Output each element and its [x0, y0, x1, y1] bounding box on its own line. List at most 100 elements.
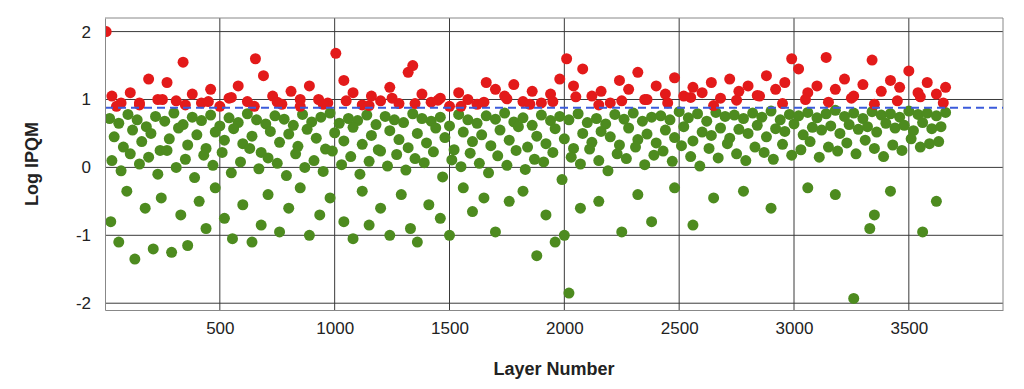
- y-tick: -2: [76, 294, 105, 313]
- scatter-point: [196, 115, 207, 126]
- scatter-point: [839, 74, 850, 85]
- scatter-point: [364, 220, 375, 231]
- scatter-point: [244, 143, 255, 154]
- scatter-point: [180, 154, 191, 165]
- reference-line: [105, 107, 1003, 109]
- scatter-point: [899, 120, 910, 131]
- scatter-point: [687, 220, 698, 231]
- scatter-point: [205, 110, 216, 121]
- plot-frame: [105, 18, 1003, 310]
- chart: 500100015002000250030003500-2-1012Layer …: [0, 0, 1024, 389]
- scatter-point: [768, 154, 779, 165]
- scatter-point: [867, 55, 878, 66]
- scatter-point: [713, 152, 724, 163]
- scatter-point: [178, 57, 189, 68]
- scatter-point: [182, 240, 193, 251]
- scatter-point: [348, 122, 359, 133]
- scatter-point: [848, 293, 859, 304]
- scatter-point: [485, 140, 496, 151]
- scatter-point: [435, 112, 446, 123]
- scatter-point: [577, 128, 588, 139]
- x-axis: 500100015002000250030003500: [106, 310, 1004, 338]
- scatter-point: [566, 152, 577, 163]
- scatter-point: [623, 123, 634, 134]
- x-tick-label: 1000: [316, 319, 354, 338]
- scatter-point: [940, 82, 951, 93]
- scatter-point: [375, 95, 386, 106]
- scatter-point: [851, 148, 862, 159]
- scatter-point: [669, 72, 680, 83]
- scatter-point: [563, 288, 574, 299]
- scatter-point: [490, 226, 501, 237]
- y-tick: 2: [82, 23, 105, 42]
- scatter-point: [531, 131, 542, 142]
- scatter-point: [789, 118, 800, 129]
- y-tick-label: 1: [82, 90, 91, 109]
- scatter-point: [706, 130, 717, 141]
- scatter-point: [508, 79, 519, 90]
- x-grid-line: [679, 18, 680, 310]
- scatter-point: [557, 174, 568, 185]
- scatter-point: [554, 74, 565, 85]
- scatter-point: [467, 136, 478, 147]
- scatter-point: [304, 230, 315, 241]
- scatter-point: [156, 192, 167, 203]
- scatter-point: [111, 101, 122, 112]
- scatter-point: [341, 95, 352, 106]
- scatter-point: [704, 143, 715, 154]
- scatter-point: [697, 87, 708, 98]
- scatter-point: [299, 162, 310, 173]
- scatter-point: [848, 108, 859, 119]
- x-tick-label: 3000: [776, 319, 814, 338]
- scatter-point: [228, 123, 239, 134]
- scatter-point: [136, 136, 147, 147]
- scatter-point: [127, 125, 138, 136]
- scatter-point: [226, 167, 237, 178]
- scatter-point: [878, 151, 889, 162]
- scatter-point: [903, 65, 914, 76]
- scatter-point: [250, 53, 261, 64]
- scatter-point: [129, 254, 140, 265]
- scatter-point: [281, 170, 292, 181]
- scatter-point: [667, 156, 678, 167]
- scatter-point: [180, 99, 191, 110]
- scatter-point: [743, 128, 754, 139]
- scatter-point: [246, 237, 257, 248]
- scatter-point: [593, 99, 604, 110]
- x-tick-label: 2500: [661, 319, 699, 338]
- scatter-point: [830, 84, 841, 95]
- scatter-point: [527, 120, 538, 131]
- scatter-point: [708, 192, 719, 203]
- scatter-point: [382, 161, 393, 172]
- scatter-point: [194, 196, 205, 207]
- scatter-point: [692, 108, 703, 119]
- scatter-point: [279, 114, 290, 125]
- scatter-point: [371, 119, 382, 130]
- scatter-point: [777, 139, 788, 150]
- scatter-point: [106, 155, 117, 166]
- scatter-point: [795, 144, 806, 155]
- grid: [105, 18, 1003, 310]
- scatter-point: [428, 146, 439, 157]
- scatter-point: [520, 164, 531, 175]
- scatter-point: [430, 123, 441, 134]
- scatter-point: [295, 94, 306, 105]
- scatter-point: [345, 151, 356, 162]
- scatter-point: [227, 233, 238, 244]
- scatter-point: [283, 129, 294, 140]
- scatter-point: [894, 82, 905, 93]
- scatter-point: [416, 89, 427, 100]
- scatter-point: [143, 152, 154, 163]
- scatter-point: [412, 237, 423, 248]
- scatter-point: [423, 199, 434, 210]
- scatter-point: [935, 121, 946, 132]
- scatter-point: [811, 80, 822, 91]
- scatter-point: [311, 133, 322, 144]
- scatter-point: [274, 226, 285, 237]
- y-axis: -2-1012: [76, 19, 106, 314]
- scatter-point: [678, 121, 689, 132]
- scatter-point: [405, 223, 416, 234]
- scatter-point: [246, 131, 257, 142]
- y-axis-title: Log IPQM: [22, 122, 42, 206]
- scatter-point: [639, 94, 650, 105]
